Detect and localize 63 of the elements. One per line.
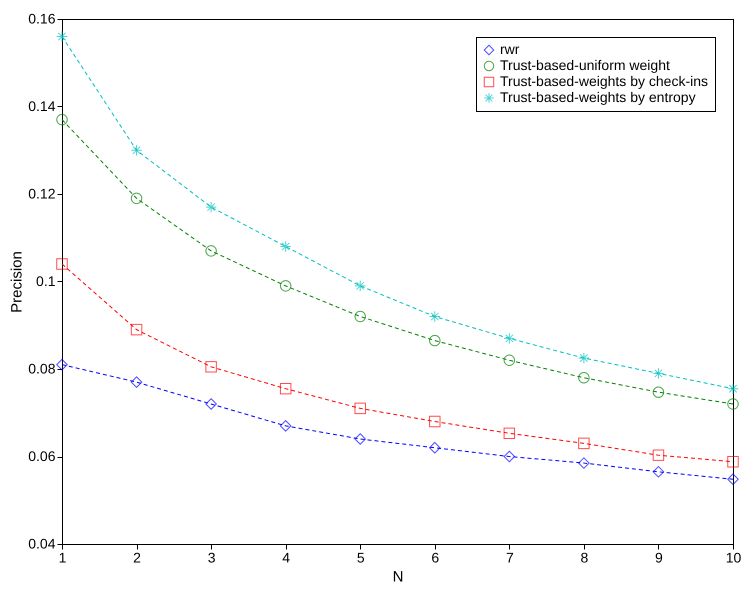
- point: [205, 245, 217, 257]
- point: [130, 192, 142, 204]
- x-tick-label: 6: [431, 550, 440, 566]
- point: [578, 352, 590, 364]
- point: [429, 310, 441, 322]
- point: [578, 457, 590, 469]
- point: [652, 368, 664, 380]
- point: [280, 420, 292, 432]
- point: [727, 398, 739, 410]
- point: [429, 416, 441, 428]
- point: [205, 361, 217, 373]
- point: [130, 144, 142, 156]
- point: [354, 402, 366, 414]
- point: [578, 372, 590, 384]
- point: [504, 428, 516, 440]
- point: [280, 240, 292, 252]
- x-tick-label: 9: [655, 550, 664, 566]
- x-tick-label: 4: [282, 550, 290, 566]
- y-tick-label: 0.08: [28, 360, 56, 376]
- point: [205, 398, 217, 410]
- x-tick-label: 5: [356, 550, 365, 566]
- point: [652, 386, 664, 398]
- y-tick-label: 0.14: [28, 98, 56, 114]
- legend-label: rwr: [500, 41, 520, 57]
- point: [578, 438, 590, 450]
- point: [205, 201, 217, 213]
- point: [429, 442, 441, 454]
- point: [504, 332, 516, 344]
- point: [56, 258, 68, 270]
- point: [727, 456, 739, 468]
- point: [504, 354, 516, 366]
- point: [727, 382, 739, 394]
- point: [727, 474, 739, 485]
- y-axis-title: Precision: [8, 251, 26, 313]
- point: [280, 280, 292, 292]
- y-tick-label: 0.12: [28, 186, 56, 202]
- legend-label: Trust-based-uniform weight: [500, 57, 670, 73]
- legend-label: Trust-based-weights by entropy: [500, 89, 696, 105]
- point: [652, 449, 664, 461]
- x-tick-label: 3: [208, 550, 216, 566]
- point: [504, 450, 516, 462]
- point: [652, 466, 664, 478]
- x-tick-label: 7: [506, 550, 514, 566]
- x-tick-label: 2: [133, 550, 142, 566]
- y-tick-label: 0.04: [28, 536, 56, 552]
- point: [429, 334, 441, 346]
- point: [56, 358, 68, 370]
- point: [354, 310, 366, 322]
- x-tick-label: 8: [580, 550, 588, 566]
- x-tick-label: 1: [58, 550, 67, 566]
- x-tick-label: 10: [726, 550, 742, 566]
- y-tick-label: 0.1: [36, 273, 56, 289]
- x-axis-title: N: [392, 568, 404, 586]
- point: [56, 114, 68, 126]
- point: [354, 433, 366, 445]
- y-tick-label: 0.06: [28, 448, 56, 464]
- point: [56, 30, 68, 42]
- point: [130, 376, 142, 388]
- legend-label: Trust-based-weights by check-ins: [500, 73, 708, 89]
- y-tick-label: 0.16: [28, 10, 56, 26]
- point: [354, 280, 366, 292]
- point: [130, 324, 142, 336]
- point: [280, 382, 292, 394]
